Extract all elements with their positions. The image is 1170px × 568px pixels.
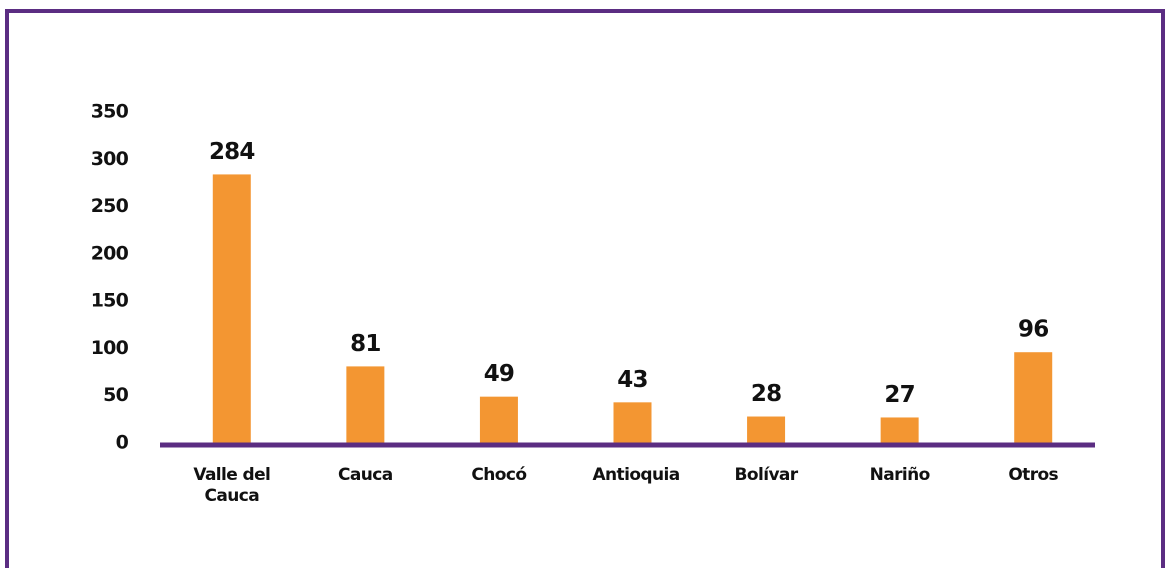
- x-tick-label: Bolívar: [734, 465, 799, 485]
- y-tick-label: 350: [91, 101, 129, 123]
- value-label: 81: [350, 331, 380, 357]
- x-tick-label: Valle del Cauca: [193, 465, 271, 506]
- y-tick-label: 100: [91, 337, 129, 359]
- x-tick-label: Nariño: [869, 465, 931, 485]
- value-label: 27: [884, 382, 914, 408]
- x-tick-label: Cauca: [338, 465, 393, 485]
- y-tick-label: 50: [103, 384, 128, 406]
- x-tick-label: Otros: [1008, 465, 1059, 485]
- x-tick-label: Chocó: [471, 465, 527, 485]
- y-tick-label: 200: [91, 242, 129, 264]
- value-label: 284: [209, 139, 255, 165]
- bar: [747, 416, 786, 443]
- value-label: 49: [484, 361, 514, 387]
- y-tick-label: 300: [91, 148, 129, 170]
- value-label: 28: [751, 381, 781, 407]
- bar: [346, 366, 385, 443]
- frame: [5, 9, 1165, 568]
- y-tick-label: 0: [116, 432, 129, 454]
- y-tick-label: 250: [91, 195, 129, 217]
- bar: [880, 417, 919, 443]
- bar: [613, 402, 652, 443]
- bar: [479, 396, 518, 443]
- bar: [1014, 352, 1053, 443]
- bar: [212, 174, 251, 443]
- value-label: 43: [617, 367, 647, 393]
- y-tick-label: 150: [91, 290, 129, 312]
- value-label: 96: [1018, 317, 1048, 343]
- x-tick-label: Antioquia: [592, 465, 681, 485]
